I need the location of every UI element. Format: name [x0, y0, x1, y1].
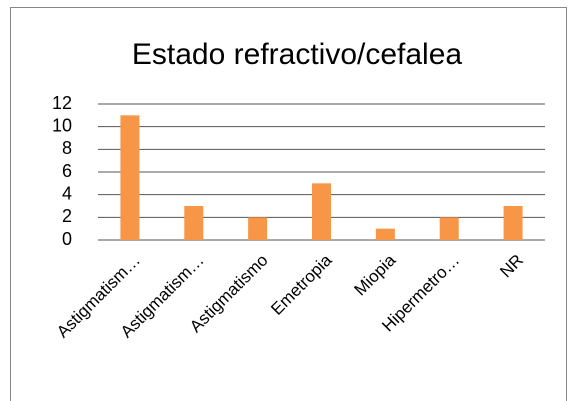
bar [503, 206, 523, 240]
y-tick-label: 10 [52, 115, 72, 135]
bar [375, 228, 395, 240]
y-tick-label: 2 [62, 206, 72, 226]
bar [312, 183, 331, 240]
x-tick-label: NR [496, 251, 527, 282]
chart-title: Estado refractivo/cefalea [132, 38, 462, 71]
x-tick-label: Emetropia [267, 250, 336, 319]
y-tick-label: 12 [52, 93, 72, 113]
bar [248, 217, 268, 240]
y-tick-label: 4 [62, 183, 72, 203]
bar [184, 206, 204, 240]
bar [439, 217, 459, 240]
x-tick-label: Miopia [350, 250, 399, 299]
y-tick-label: 8 [62, 138, 72, 158]
bar [120, 115, 140, 240]
y-tick-label: 6 [62, 161, 72, 181]
chart-frame [10, 7, 567, 401]
y-tick-label: 0 [62, 229, 72, 249]
